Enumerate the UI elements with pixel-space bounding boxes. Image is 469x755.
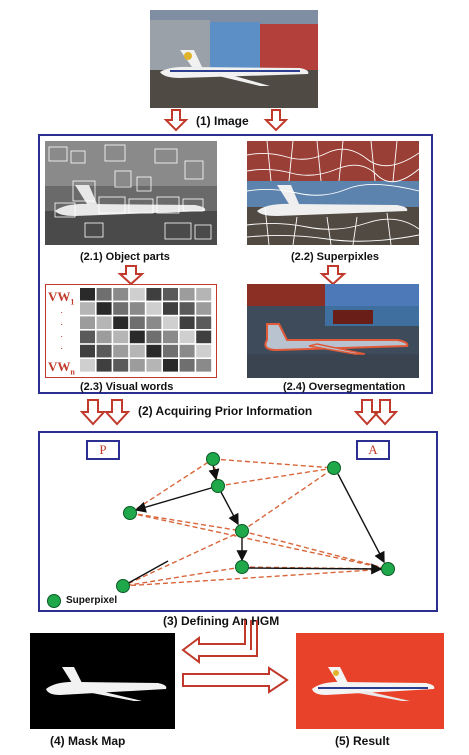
superpixels-graphic	[247, 141, 419, 245]
visual-word-thumbnail	[163, 302, 178, 315]
visual-word-thumbnail	[146, 344, 162, 358]
visual-word-thumbnail	[179, 316, 195, 329]
visual-word-thumbnail	[96, 302, 112, 315]
vw-first-text: VW	[48, 289, 71, 304]
visual-word-thumbnail	[96, 316, 112, 329]
visual-word-thumbnail	[129, 302, 145, 315]
visual-word-thumbnail	[196, 316, 212, 329]
mask-map-caption: (4) Mask Map	[50, 734, 126, 748]
prior-parts-tag: P	[86, 440, 120, 460]
prior-caption: (2) Acquiring Prior Information	[138, 404, 313, 418]
visual-word-thumbnail	[80, 288, 95, 301]
visual-word-thumbnail	[163, 359, 178, 372]
visual-word-thumbnail	[179, 359, 195, 372]
visual-word-thumbnail	[113, 288, 129, 301]
visual-word-thumbnail	[113, 316, 129, 329]
result-graphic	[296, 633, 444, 729]
visual-words-caption: (2.3) Visual words	[80, 381, 174, 393]
visual-word-thumbnail	[146, 330, 162, 344]
hgm-nodes	[47, 452, 395, 608]
visual-word-thumbnail	[129, 344, 145, 358]
object-parts-image	[45, 141, 217, 245]
visual-word-thumbnail	[196, 288, 212, 301]
vw-last-text: VW	[48, 359, 71, 374]
visual-words-image: VW1 VWn · · · ·	[45, 284, 217, 378]
hgm-dashed-edges	[122, 458, 389, 587]
visual-word-thumbnail	[146, 288, 162, 301]
hgm-legend-label: Superpixel	[66, 595, 118, 606]
visual-word-thumbnail	[179, 302, 195, 315]
visual-word-thumbnail	[129, 316, 145, 329]
visual-word-thumbnail	[146, 359, 162, 372]
visual-word-thumbnail	[163, 316, 178, 329]
visual-word-thumbnail	[163, 330, 178, 344]
visual-word-thumbnail	[146, 302, 162, 315]
result-image	[296, 633, 444, 729]
mask-map-graphic	[30, 633, 175, 729]
superpixels-to-overseg-arrow	[319, 265, 347, 286]
hgm-directed-edges	[122, 464, 385, 587]
visual-word-thumbnail	[179, 344, 195, 358]
vw-last-sub: n	[70, 367, 75, 377]
visual-word-thumbnail	[196, 330, 212, 344]
visual-word-thumbnail	[129, 288, 145, 301]
mask-map-image	[30, 633, 175, 729]
object-parts-caption: (2.1) Object parts	[80, 251, 170, 263]
input-image	[150, 10, 318, 108]
visual-word-thumbnail	[80, 302, 95, 315]
visual-word-thumbnail	[96, 288, 112, 301]
vw-last-label: VWn	[48, 359, 75, 377]
hgm-graph	[47, 452, 395, 608]
visual-word-thumbnail	[129, 359, 145, 372]
prior-panel	[38, 134, 433, 394]
object-parts-graphic	[45, 141, 217, 245]
hgm-panel	[38, 431, 438, 612]
oversegmentation-graphic	[247, 284, 419, 378]
visual-word-thumbnail	[113, 302, 129, 315]
visual-word-thumbnail	[146, 316, 162, 329]
visual-word-thumbnail	[96, 330, 112, 344]
hgm-to-mask-arrows	[181, 620, 289, 694]
result-caption: (5) Result	[335, 734, 390, 748]
visual-word-thumbnail	[80, 316, 95, 329]
superpixels-caption: (2.2) Superpixles	[291, 251, 380, 263]
visual-word-thumbnail	[129, 330, 145, 344]
visual-word-thumbnail	[80, 330, 95, 344]
visual-word-thumbnail	[113, 344, 129, 358]
prior-to-hgm-arrows	[80, 399, 399, 426]
parts-to-words-arrow	[117, 265, 145, 286]
prior-appearance-tag: A	[356, 440, 390, 460]
visual-word-thumbnail	[179, 288, 195, 301]
visual-word-thumbnail	[163, 288, 178, 301]
visual-words-grid	[80, 288, 212, 372]
visual-word-thumbnail	[113, 359, 129, 372]
vw-first-sub: 1	[70, 297, 75, 307]
oversegmentation-caption: (2.4) Oversegmentation	[283, 381, 406, 393]
visual-word-thumbnail	[96, 359, 112, 372]
oversegmentation-image	[247, 284, 419, 378]
visual-word-thumbnail	[196, 344, 212, 358]
visual-word-thumbnail	[80, 344, 95, 358]
visual-word-thumbnail	[113, 330, 129, 344]
vw-first-label: VW1	[48, 289, 74, 307]
visual-word-thumbnail	[96, 344, 112, 358]
visual-word-thumbnail	[196, 359, 212, 372]
image-caption: (1) Image	[196, 114, 249, 128]
visual-word-thumbnail	[179, 330, 195, 344]
visual-word-thumbnail	[163, 344, 178, 358]
input-image-graphic	[150, 10, 318, 108]
image-to-prior-arrows	[163, 109, 289, 132]
vw-dots: · · · ·	[60, 307, 64, 354]
visual-word-thumbnail	[196, 302, 212, 315]
superpixels-image	[247, 141, 419, 245]
visual-word-thumbnail	[80, 359, 95, 372]
